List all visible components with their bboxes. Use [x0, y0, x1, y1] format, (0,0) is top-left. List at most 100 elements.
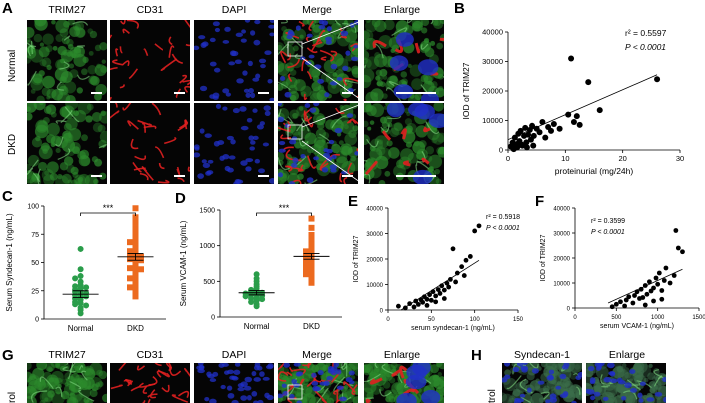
data-point [413, 298, 419, 304]
x-tick-label: 1500 [692, 315, 705, 321]
dkd-data-point [127, 252, 133, 259]
x-tick-label: 0 [386, 317, 390, 323]
h-header-enlarge: Enlarge [608, 349, 646, 361]
dkd-data-point [132, 236, 139, 243]
y-tick-label: 25 [31, 288, 39, 295]
data-point [609, 304, 615, 310]
dkd-data-point [308, 224, 315, 231]
scale-bar [396, 92, 436, 94]
axis-lines [387, 208, 518, 311]
data-point [565, 111, 572, 118]
x-axis-label: serum VCAM-1 (ng/mL) [600, 323, 674, 330]
tile-normal-trim27 [27, 20, 107, 101]
scale-bar [342, 175, 353, 177]
scale-bar [342, 92, 353, 94]
h-row-label: trol [487, 389, 498, 403]
y-axis-label: Serum VCAM-1 (ng/mL) [179, 220, 188, 306]
x-tick-label: 10 [561, 154, 569, 163]
data-point [467, 254, 473, 259]
chart-f-scatter: 0 500 1000 1500 0 10000 20000 30000 40000 serum V… [540, 207, 705, 331]
normal-data-point [248, 299, 255, 306]
data-point [638, 286, 644, 292]
x-category-label: DKD [303, 322, 320, 331]
panel-label-a: A [2, 0, 13, 17]
data-point [522, 124, 529, 131]
y-tick-label: 0 [499, 146, 503, 155]
dkd-data-point [127, 275, 133, 282]
data-point [444, 280, 450, 286]
data-point [514, 144, 521, 151]
data-point [518, 141, 525, 148]
zoom-connector [301, 21, 360, 100]
dkd-data-point [132, 282, 139, 289]
y-tick-label: 30000 [366, 232, 383, 238]
normal-data-point [259, 296, 266, 303]
y-tick-label: 50 [31, 260, 39, 267]
y-tick-label: 20000 [553, 257, 570, 263]
data-point [556, 125, 563, 132]
data-point [536, 129, 543, 136]
y-tick-label: 75 [31, 232, 39, 239]
mean-sem-bar [62, 290, 99, 298]
data-point [651, 298, 656, 304]
scale-bar [91, 175, 102, 177]
tile-normal-merge [278, 20, 358, 101]
data-point [461, 273, 467, 278]
data-point [542, 134, 549, 141]
g-header-dapi: DAPI [221, 349, 247, 361]
normal-data-point [77, 310, 84, 317]
dkd-data-point [308, 215, 315, 222]
x-axis-label: serum syndecan-1 (ng/mL) [411, 325, 495, 332]
mean-sem-bar [293, 253, 330, 260]
x-tick-label: 150 [513, 317, 524, 323]
data-point [530, 142, 537, 149]
data-point [453, 279, 458, 285]
dkd-data-point [308, 269, 315, 276]
dkd-data-point [308, 246, 315, 253]
data-point [622, 303, 627, 309]
data-point [632, 293, 637, 298]
dkd-data-point [132, 245, 139, 252]
data-point [427, 292, 432, 298]
tile-dkd-merge [278, 103, 358, 184]
data-point [428, 297, 434, 303]
panel-label-b: B [454, 0, 465, 17]
x-tick-label: 0 [573, 315, 577, 321]
normal-data-point [253, 271, 260, 278]
data-point [642, 283, 648, 288]
tile-dkd-enlarge [364, 103, 444, 184]
row-label-dkd: DKD [7, 133, 18, 155]
data-point [424, 296, 430, 302]
data-point [661, 278, 667, 283]
r-squared-annotation: r² = 0.5597 [625, 28, 667, 38]
y-tick-label: 40000 [553, 207, 570, 213]
p-value-annotation: P < 0.0001 [625, 42, 666, 52]
tile-normal-dapi [194, 20, 274, 101]
data-point [459, 264, 465, 270]
normal-data-point [242, 293, 249, 300]
data-point [402, 305, 408, 311]
scale-bar [174, 175, 185, 177]
y-tick-label: 20000 [366, 258, 383, 264]
x-tick-label: 20 [618, 154, 626, 163]
data-point [663, 265, 669, 271]
data-point [640, 295, 646, 300]
dkd-data-point [132, 273, 139, 280]
panel-label-h: H [471, 347, 482, 364]
data-point [435, 287, 441, 292]
r-squared-annotation: r² = 0.3599 [591, 218, 625, 225]
dkd-data-point [303, 271, 309, 278]
data-point [673, 228, 679, 233]
tile-dkd-dapi [194, 103, 274, 184]
tile-h-enlarge [586, 363, 666, 403]
data-point [463, 257, 469, 263]
y-axis-label: Serum Syndecan-1 (ng/mL) [5, 213, 14, 312]
y-tick-label: 10000 [366, 283, 383, 289]
data-point [570, 118, 577, 125]
data-point [511, 134, 518, 141]
data-point [659, 296, 665, 302]
mean-sem-bar [238, 290, 275, 296]
data-point [573, 113, 580, 120]
data-point [653, 275, 659, 281]
x-tick-label: 1000 [651, 315, 665, 321]
